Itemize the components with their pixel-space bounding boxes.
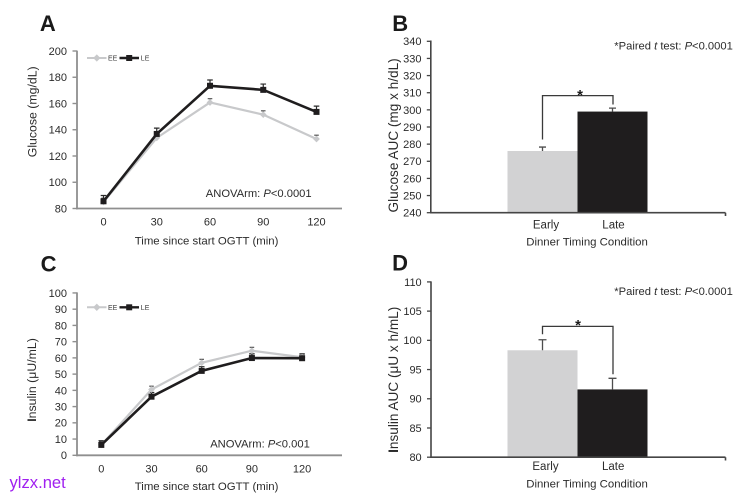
svg-text:30: 30 — [151, 217, 163, 229]
svg-text:0: 0 — [100, 217, 106, 229]
svg-text:20: 20 — [55, 418, 67, 430]
svg-text:0: 0 — [61, 450, 67, 462]
svg-text:330: 330 — [403, 53, 421, 65]
svg-text:60: 60 — [204, 217, 216, 229]
svg-text:Glucose AUC (mg x h/dL): Glucose AUC (mg x h/dL) — [386, 58, 401, 212]
svg-text:*Paired t test: P<0.0001: *Paired t test: P<0.0001 — [614, 41, 733, 53]
svg-text:240: 240 — [403, 208, 421, 220]
svg-text:Time since start OGTT (min): Time since start OGTT (min) — [135, 235, 279, 247]
svg-text:EE: EE — [108, 305, 118, 312]
svg-text:Late: Late — [602, 219, 624, 231]
svg-text:D: D — [392, 251, 408, 276]
svg-text:270: 270 — [403, 156, 421, 168]
svg-text:10: 10 — [55, 434, 67, 446]
svg-text:250: 250 — [403, 190, 421, 202]
svg-text:120: 120 — [307, 217, 325, 229]
svg-text:290: 290 — [403, 122, 421, 134]
svg-text:340: 340 — [403, 36, 421, 48]
svg-text:310: 310 — [403, 88, 421, 100]
svg-text:EE: EE — [108, 56, 118, 63]
svg-text:80: 80 — [55, 320, 67, 332]
svg-text:90: 90 — [246, 464, 258, 476]
svg-text:Time since start OGTT (min): Time since start OGTT (min) — [135, 481, 279, 493]
svg-text:Dinner Timing Condition: Dinner Timing Condition — [526, 237, 648, 249]
svg-text:30: 30 — [55, 401, 67, 413]
svg-text:120: 120 — [49, 151, 67, 163]
svg-text:A: A — [40, 11, 56, 36]
svg-text:ANOVArm: P<0.001: ANOVArm: P<0.001 — [210, 438, 310, 450]
svg-text:Dinner Timing Condition: Dinner Timing Condition — [526, 478, 648, 490]
svg-text:300: 300 — [403, 105, 421, 117]
svg-text:80: 80 — [55, 203, 67, 215]
svg-text:110: 110 — [404, 277, 422, 289]
svg-text:C: C — [41, 251, 57, 276]
svg-text:85: 85 — [409, 423, 421, 435]
svg-text:60: 60 — [55, 353, 67, 365]
svg-text:B: B — [392, 11, 408, 36]
svg-text:90: 90 — [257, 217, 269, 229]
svg-text:Glucose (mg/dL): Glucose (mg/dL) — [25, 66, 39, 157]
svg-text:260: 260 — [403, 173, 421, 185]
svg-text:50: 50 — [55, 369, 67, 381]
svg-text:70: 70 — [55, 337, 67, 349]
svg-text:60: 60 — [196, 464, 208, 476]
svg-text:LE: LE — [141, 56, 150, 63]
svg-text:30: 30 — [145, 464, 157, 476]
svg-text:*Paired t test: P<0.0001: *Paired t test: P<0.0001 — [614, 286, 733, 298]
svg-text:ylzx.net: ylzx.net — [10, 473, 67, 492]
svg-text:*: * — [575, 317, 581, 334]
svg-text:90: 90 — [409, 394, 421, 406]
svg-text:105: 105 — [403, 306, 421, 318]
svg-text:LE: LE — [141, 305, 150, 312]
svg-text:95: 95 — [409, 364, 421, 376]
svg-text:200: 200 — [49, 46, 67, 58]
svg-text:Insulin AUC (μU x h/mL): Insulin AUC (μU x h/mL) — [386, 307, 401, 453]
svg-text:Late: Late — [602, 461, 624, 473]
svg-text:320: 320 — [403, 70, 421, 82]
svg-text:100: 100 — [49, 288, 67, 300]
svg-text:ANOVArm: P<0.0001: ANOVArm: P<0.0001 — [206, 188, 312, 200]
svg-text:40: 40 — [55, 385, 67, 397]
svg-text:Early: Early — [532, 461, 558, 473]
svg-text:160: 160 — [49, 98, 67, 110]
svg-text:80: 80 — [409, 452, 421, 464]
svg-text:180: 180 — [49, 72, 67, 84]
svg-text:100: 100 — [49, 177, 67, 189]
svg-text:120: 120 — [293, 464, 311, 476]
svg-text:140: 140 — [49, 125, 67, 137]
svg-text:280: 280 — [403, 139, 421, 151]
svg-text:Insulin (μU/mL): Insulin (μU/mL) — [25, 338, 39, 422]
svg-text:100: 100 — [403, 335, 421, 347]
svg-text:Early: Early — [533, 219, 559, 231]
svg-text:*: * — [577, 87, 583, 104]
svg-text:90: 90 — [55, 304, 67, 316]
svg-text:0: 0 — [98, 464, 104, 476]
